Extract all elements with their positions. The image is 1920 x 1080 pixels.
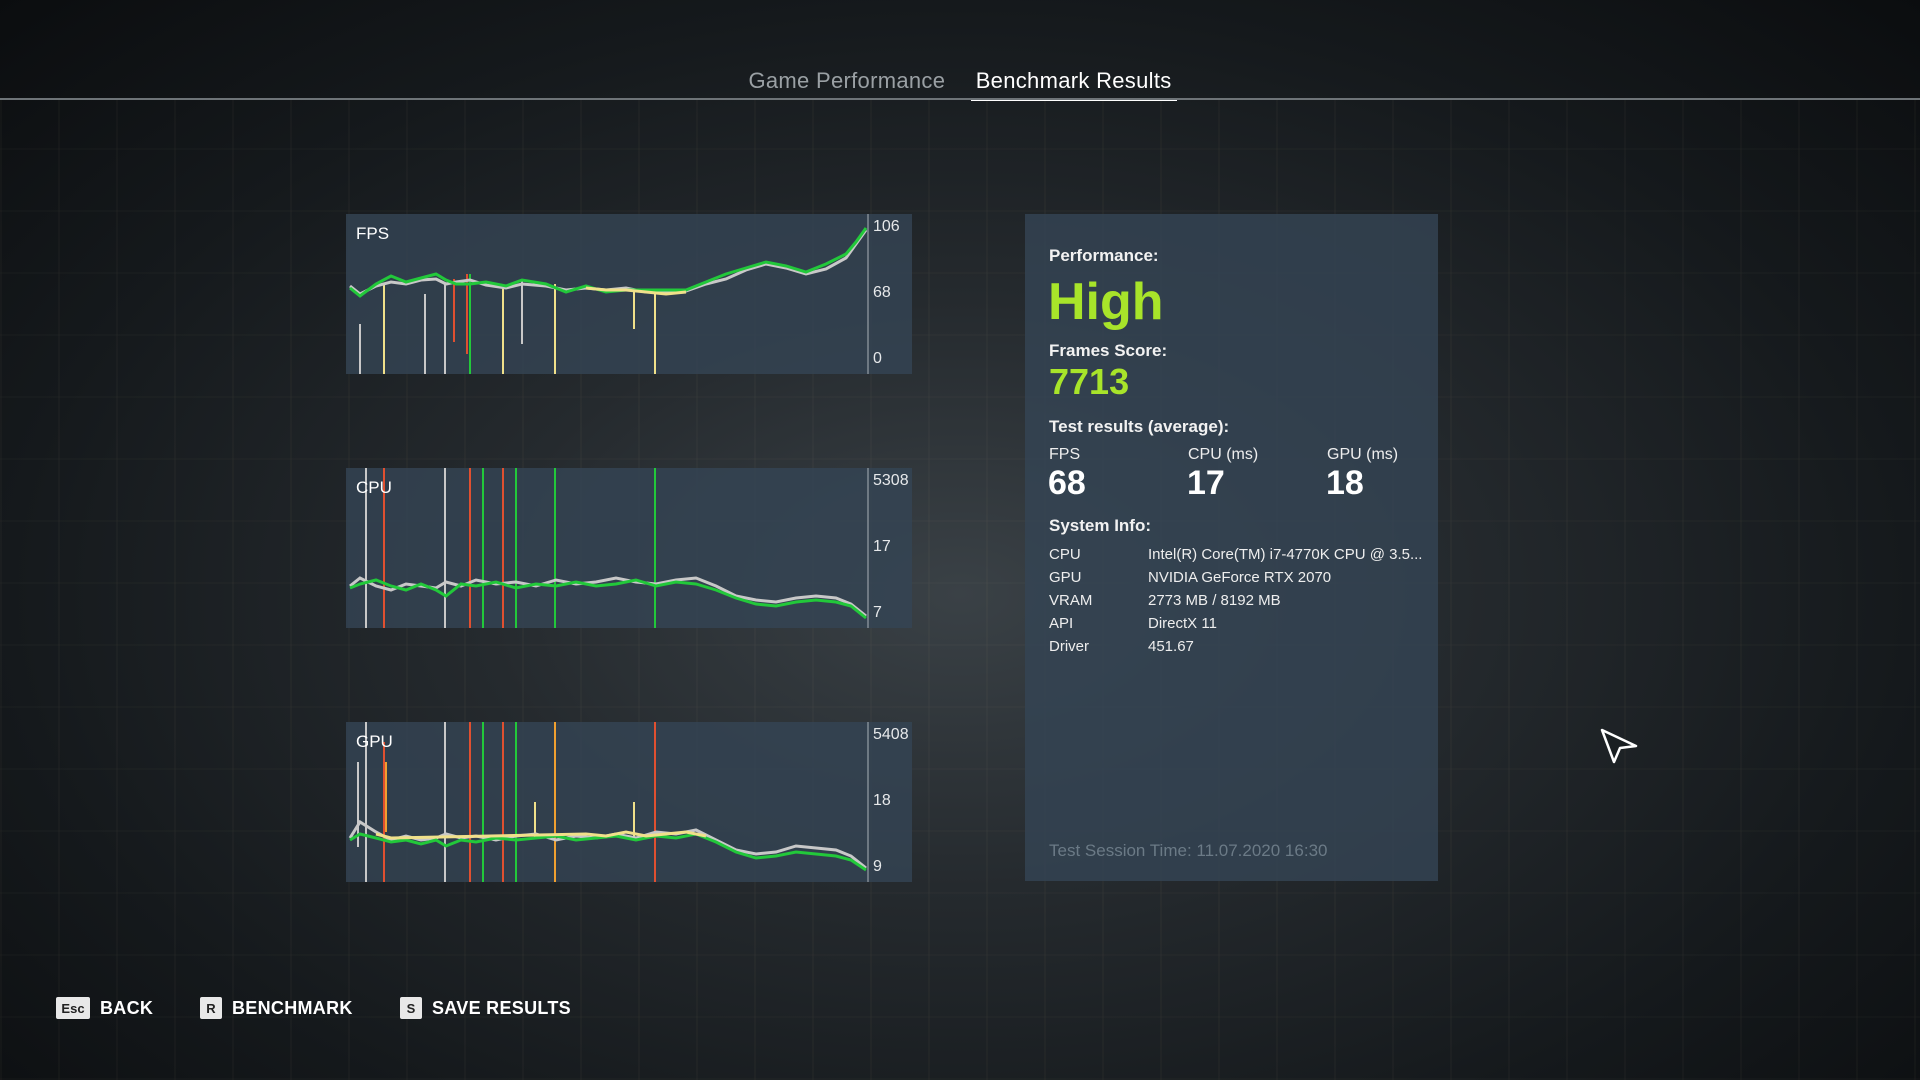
gpu-tick-top: 5408 [873, 726, 909, 743]
sys-value-vram: 2773 MB / 8192 MB [1148, 592, 1281, 609]
gpu-tick-bottom: 9 [873, 858, 882, 875]
fps-tick-mid: 68 [873, 284, 891, 301]
fps-tick-top: 106 [873, 218, 900, 235]
frames-score-value: 7713 [1049, 361, 1130, 402]
performance-value: High [1048, 273, 1164, 331]
gpu-tick-mid: 18 [873, 792, 891, 809]
tab-game-performance[interactable]: Game Performance [748, 68, 946, 93]
cpu-chart-graph [349, 468, 869, 628]
gpu-result-label: GPU (ms) [1327, 446, 1399, 463]
cursor-arrow-icon [1600, 728, 1638, 764]
frames-score-label: Frames Score: [1049, 341, 1168, 360]
sys-key-api: API [1049, 615, 1074, 632]
save-results-button[interactable]: S SAVE RESULTS [400, 996, 571, 1020]
chart-label-cpu: CPU [356, 478, 392, 497]
fps-result-label: FPS [1049, 446, 1081, 463]
sys-key-cpu: CPU [1049, 546, 1081, 563]
sys-key-vram: VRAM [1049, 592, 1093, 609]
sys-key-driver: Driver [1049, 638, 1089, 655]
fps-chart: FPS 106 68 0 [346, 214, 912, 374]
gpu-chart-graph [348, 722, 869, 882]
chart-label-gpu: GPU [356, 732, 393, 751]
cpu-tick-mid: 17 [873, 538, 891, 555]
cpu-result-label: CPU (ms) [1188, 446, 1259, 463]
cpu-chart: CPU 5308 17 7 [346, 468, 912, 628]
back-label: BACK [100, 997, 154, 1018]
back-button[interactable]: Esc BACK [56, 996, 153, 1020]
session-time: Test Session Time: 11.07.2020 16:30 [1049, 841, 1328, 860]
sys-value-driver: 451.67 [1148, 638, 1194, 655]
tab-bar: Game Performance Benchmark Results [0, 68, 1920, 102]
tab-divider [0, 98, 1920, 100]
fps-chart-graph [349, 214, 869, 374]
fps-result-value: 68 [1048, 464, 1086, 502]
fps-tick-bottom: 0 [873, 350, 882, 367]
background-hieroglyph-texture [0, 100, 1920, 1080]
test-results-label: Test results (average): [1049, 417, 1230, 436]
cpu-tick-bottom: 7 [873, 604, 882, 621]
gpu-result-value: 18 [1326, 464, 1364, 502]
sys-key-gpu: GPU [1049, 569, 1082, 586]
save-results-label: SAVE RESULTS [432, 997, 571, 1018]
r-key-icon: R [200, 997, 222, 1019]
system-info-title: System Info: [1049, 516, 1152, 535]
s-key-icon: S [400, 997, 422, 1019]
gpu-chart: GPU 5408 18 9 [346, 722, 912, 882]
sys-value-api: DirectX 11 [1148, 615, 1217, 632]
esc-key-icon: Esc [56, 997, 90, 1019]
cpu-result-value: 17 [1187, 464, 1225, 502]
tab-benchmark-results[interactable]: Benchmark Results [970, 68, 1177, 101]
benchmark-label: BENCHMARK [232, 997, 353, 1018]
sys-value-gpu: NVIDIA GeForce RTX 2070 [1148, 569, 1332, 586]
benchmark-button[interactable]: R BENCHMARK [200, 996, 353, 1020]
sys-value-cpu: Intel(R) Core(TM) i7-4770K CPU @ 3.5... [1148, 546, 1423, 563]
results-panel: Performance: High Frames Score: 7713 Tes… [1025, 214, 1438, 881]
cpu-tick-top: 5308 [873, 472, 909, 489]
performance-label: Performance: [1049, 246, 1159, 265]
chart-label-fps: FPS [356, 224, 390, 243]
